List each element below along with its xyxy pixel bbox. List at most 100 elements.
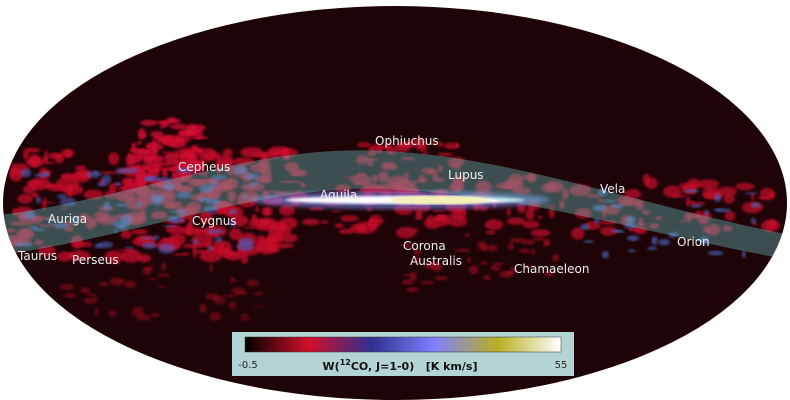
emission-blob bbox=[279, 205, 295, 216]
emission-blob bbox=[23, 185, 36, 193]
emission-blob bbox=[357, 142, 370, 147]
emission-blob bbox=[121, 249, 141, 262]
emission-blob bbox=[751, 202, 761, 208]
emission-blob bbox=[627, 235, 639, 241]
emission-blob bbox=[65, 150, 72, 158]
emission-blob bbox=[465, 233, 470, 237]
emission-blob bbox=[544, 239, 551, 245]
emission-blob bbox=[158, 285, 166, 288]
emission-blob bbox=[108, 152, 119, 165]
emission-blob bbox=[21, 169, 32, 178]
emission-blob bbox=[602, 251, 609, 258]
emission-blob bbox=[302, 219, 320, 226]
emission-blob bbox=[167, 160, 171, 163]
emission-blob bbox=[406, 287, 418, 292]
emission-blob bbox=[770, 219, 776, 228]
emission-blob bbox=[115, 182, 121, 186]
emission-blob bbox=[237, 242, 255, 251]
emission-blob bbox=[207, 229, 224, 234]
emission-blob bbox=[756, 196, 770, 199]
title-start: W( bbox=[323, 360, 340, 373]
emission-blob bbox=[251, 214, 257, 222]
emission-blob bbox=[191, 145, 198, 150]
region-label: Taurus bbox=[17, 249, 57, 263]
emission-blob bbox=[121, 230, 132, 238]
emission-blob bbox=[205, 293, 219, 300]
emission-blob bbox=[208, 246, 213, 251]
emission-blob bbox=[708, 251, 724, 256]
emission-blob bbox=[422, 151, 428, 154]
emission-blob bbox=[532, 236, 545, 240]
emission-blob bbox=[614, 230, 625, 232]
emission-blob bbox=[647, 246, 657, 250]
emission-blob bbox=[9, 168, 22, 182]
region-label: Lupus bbox=[448, 168, 484, 182]
emission-blob bbox=[426, 215, 435, 224]
emission-blob bbox=[146, 142, 159, 149]
region-label: Cygnus bbox=[192, 214, 237, 228]
emission-blob bbox=[334, 223, 343, 228]
emission-blob bbox=[235, 292, 249, 295]
emission-blob bbox=[321, 220, 329, 224]
emission-blob bbox=[192, 124, 206, 131]
emission-blob bbox=[671, 194, 686, 198]
emission-blob bbox=[725, 211, 736, 221]
emission-blob bbox=[492, 262, 504, 265]
emission-blob bbox=[124, 246, 133, 249]
emission-blob bbox=[455, 143, 459, 148]
emission-blob bbox=[522, 221, 540, 229]
emission-blob bbox=[228, 301, 236, 309]
region-label: Australis bbox=[410, 254, 462, 268]
emission-blob bbox=[143, 266, 153, 271]
emission-blob bbox=[131, 229, 148, 234]
emission-blob bbox=[150, 313, 160, 318]
emission-blob bbox=[17, 194, 32, 204]
emission-blob bbox=[255, 206, 259, 212]
emission-blob bbox=[437, 153, 453, 157]
emission-blob bbox=[409, 272, 417, 281]
emission-blob bbox=[98, 282, 108, 287]
emission-blob bbox=[143, 177, 154, 182]
emission-blob bbox=[260, 152, 269, 160]
emission-blob bbox=[147, 277, 159, 280]
emission-blob bbox=[64, 293, 77, 298]
emission-blob bbox=[253, 292, 263, 295]
emission-blob bbox=[161, 151, 174, 153]
emission-blob bbox=[124, 280, 136, 288]
emission-blob bbox=[80, 287, 91, 293]
colorbar-gradient bbox=[245, 337, 561, 352]
emission-blob bbox=[697, 179, 719, 189]
emission-blob bbox=[368, 220, 387, 222]
emission-blob bbox=[161, 262, 167, 271]
sky-map: OphiuchusCepheusLupusVelaAquilaAurigaCyg… bbox=[0, 0, 790, 400]
emission-blob bbox=[508, 242, 514, 250]
emission-blob bbox=[406, 230, 415, 234]
emission-blob bbox=[240, 147, 262, 158]
emission-blob bbox=[122, 168, 139, 173]
emission-blob bbox=[132, 311, 145, 317]
emission-blob bbox=[271, 243, 294, 248]
emission-blob bbox=[420, 281, 434, 284]
emission-blob bbox=[486, 231, 497, 235]
emission-blob bbox=[174, 253, 184, 255]
emission-blob bbox=[199, 304, 207, 313]
emission-blob bbox=[97, 182, 106, 187]
emission-blob bbox=[5, 249, 15, 254]
colorbar-min: -0.5 bbox=[238, 360, 258, 371]
emission-blob bbox=[222, 295, 238, 298]
emission-blob bbox=[40, 202, 54, 204]
emission-blob bbox=[115, 279, 126, 282]
emission-blob bbox=[98, 242, 113, 249]
emission-blob bbox=[257, 235, 265, 244]
emission-blob bbox=[163, 225, 177, 228]
emission-blob bbox=[519, 248, 530, 253]
emission-blob bbox=[651, 236, 657, 245]
emission-blob bbox=[742, 251, 746, 259]
emission-blob bbox=[166, 117, 176, 123]
emission-blob bbox=[490, 265, 501, 271]
region-label: Corona bbox=[403, 239, 446, 253]
emission-blob bbox=[60, 284, 75, 291]
region-label: Perseus bbox=[72, 253, 119, 267]
emission-blob bbox=[432, 210, 448, 212]
emission-blob bbox=[253, 305, 264, 307]
